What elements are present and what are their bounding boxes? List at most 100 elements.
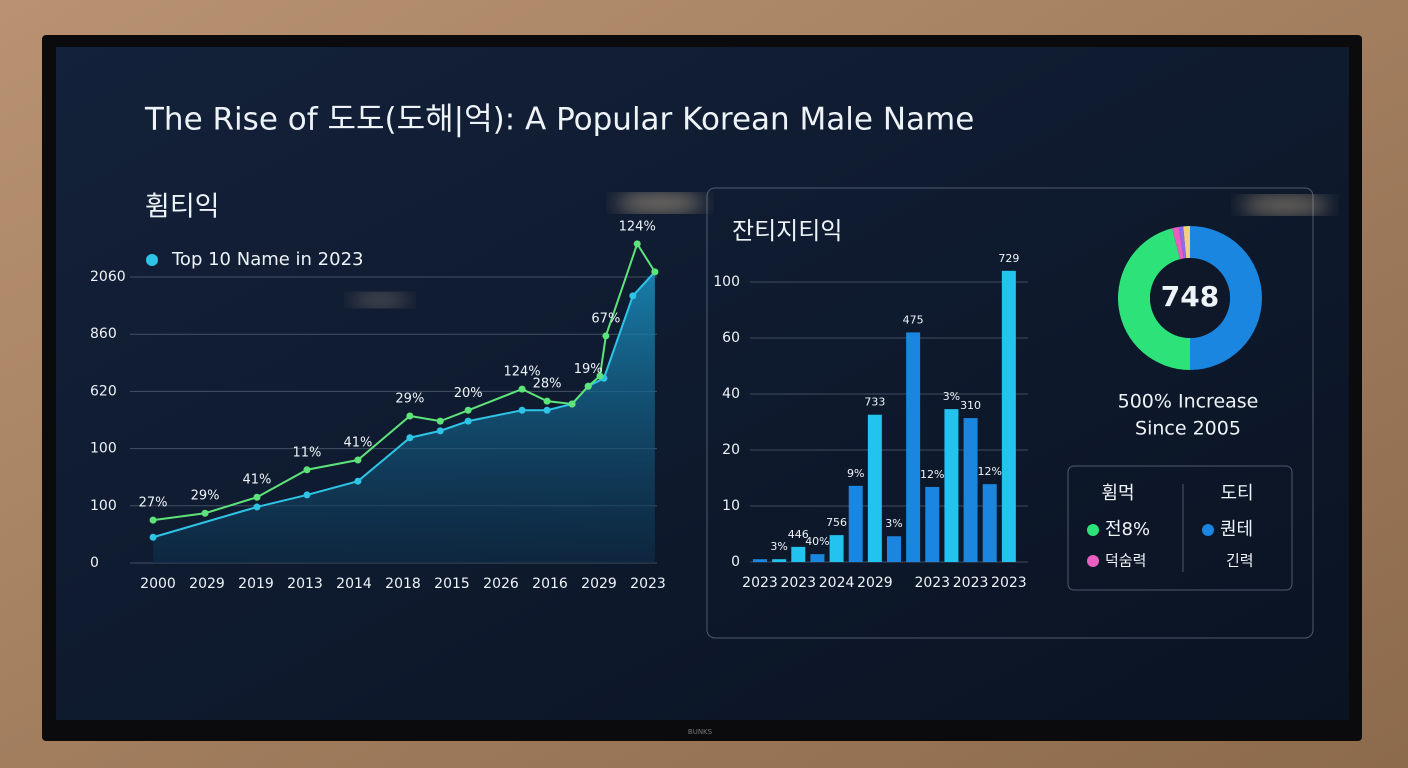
legend-label: 긴력 [1226, 552, 1254, 570]
data-label: 475 [903, 313, 924, 326]
x-tick-label: 2023 [991, 575, 1027, 591]
data-label: 3% [943, 390, 960, 403]
glare [1240, 196, 1330, 214]
bar [772, 559, 787, 562]
data-label: 28% [533, 377, 562, 392]
point [354, 477, 362, 485]
x-tick-label: 2016 [532, 576, 568, 592]
x-tick-label: 2029 [189, 576, 225, 592]
point [602, 332, 610, 340]
glare [350, 293, 410, 307]
right-panel [706, 187, 1314, 639]
bar [944, 409, 959, 562]
glare [615, 194, 705, 212]
point [543, 406, 551, 414]
chart-title: 휨티익 [145, 192, 220, 223]
point [464, 406, 472, 414]
donut-slice [1118, 228, 1190, 370]
data-label: 446 [788, 528, 809, 541]
legend-panel [1067, 465, 1293, 591]
data-label: 29% [395, 391, 424, 406]
x-tick-label: 2023 [630, 576, 666, 592]
y-tick-label: 0 [731, 554, 740, 570]
data-label: 11% [293, 445, 322, 460]
data-label: 67% [591, 311, 620, 326]
point [518, 385, 526, 393]
data-label: 41% [243, 473, 272, 488]
y-tick-label: 100 [90, 441, 117, 457]
y-tick-label: 2060 [90, 269, 126, 285]
tv-screen [56, 47, 1349, 720]
caption: Since 2005 [1135, 418, 1241, 440]
data-label: 124% [619, 219, 656, 234]
point [543, 397, 551, 405]
y-tick-label: 100 [713, 274, 740, 290]
point [253, 493, 261, 501]
point [436, 417, 444, 425]
x-tick-label: 2019 [238, 576, 274, 592]
bar [867, 414, 882, 562]
data-label: 41% [343, 436, 372, 451]
line [152, 241, 656, 522]
x-tick-label: 2023 [742, 575, 778, 591]
data-label: 12% [977, 465, 1001, 478]
x-tick-label: 2018 [385, 576, 421, 592]
point [303, 466, 311, 474]
y-tick-label: 40 [722, 386, 740, 402]
x-tick-label: 2029 [581, 576, 617, 592]
data-label: 3% [770, 540, 787, 553]
data-label: 124% [503, 365, 540, 380]
legend-marker [1202, 524, 1214, 536]
donut-slice [1178, 226, 1187, 259]
chart-title: 잔티지티익 [732, 217, 842, 245]
data-label: 9% [847, 467, 864, 480]
legend-label: 덕숨력 [1105, 552, 1146, 570]
data-label: 19% [574, 362, 603, 377]
y-tick-label: 60 [722, 330, 740, 346]
point [201, 509, 209, 517]
point [629, 292, 637, 300]
bar [982, 484, 997, 562]
point [436, 427, 444, 435]
legend-heading: 도티 [1220, 483, 1253, 504]
y-tick-label: 100 [90, 498, 117, 514]
point [303, 491, 311, 499]
point [406, 412, 414, 420]
y-tick-label: 620 [90, 383, 117, 399]
data-label: 729 [998, 252, 1019, 265]
data-label: 3% [885, 517, 902, 530]
point [518, 406, 526, 414]
bar [810, 554, 825, 562]
legend-marker [1087, 555, 1099, 567]
legend-label: 퀀테 [1220, 519, 1253, 540]
bar [791, 546, 806, 562]
caption: 500% Increase [1118, 391, 1259, 413]
x-tick-label: 2029 [857, 575, 893, 591]
x-tick-label: 2023 [953, 575, 989, 591]
x-tick-label: 2014 [336, 576, 372, 592]
point [584, 382, 592, 390]
donut-hole [1150, 258, 1230, 338]
brand: BUNKS [688, 728, 713, 736]
point [149, 516, 157, 524]
bar [848, 485, 863, 562]
point [651, 268, 659, 276]
data-label: 27% [139, 496, 168, 511]
x-tick-label: 2013 [287, 576, 323, 592]
area [153, 271, 655, 563]
bar [753, 559, 767, 562]
legend-label: 전8% [1105, 519, 1150, 540]
point [149, 533, 157, 541]
y-tick-label: 0 [90, 555, 99, 571]
page-title: The Rise of 도도(도해|억): A Popular Korean M… [144, 102, 974, 138]
point [406, 434, 414, 442]
point [253, 503, 261, 511]
bar [887, 536, 901, 562]
data-label: 40% [805, 535, 829, 548]
x-tick-label: 2024 [819, 575, 855, 591]
y-tick-label: 20 [722, 442, 740, 458]
donut-center: 748 [1161, 280, 1219, 313]
data-label: 12% [920, 468, 944, 481]
donut-slice [1190, 226, 1262, 370]
